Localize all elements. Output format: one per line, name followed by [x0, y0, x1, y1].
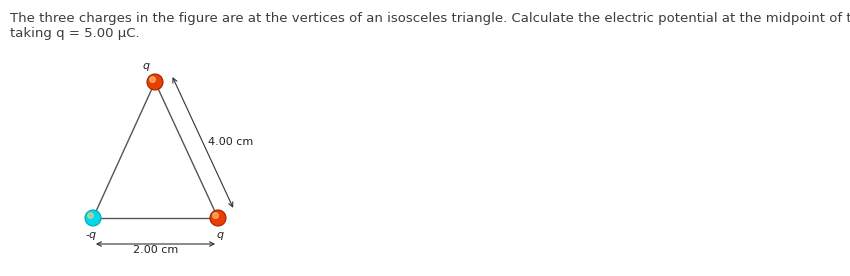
Text: The three charges in the figure are at the vertices of an isosceles triangle. Ca: The three charges in the figure are at t… [10, 12, 850, 25]
Circle shape [85, 210, 101, 226]
Circle shape [212, 213, 218, 218]
Text: 2.00 cm: 2.00 cm [133, 245, 178, 255]
Text: 4.00 cm: 4.00 cm [208, 137, 253, 147]
Text: -q: -q [86, 230, 97, 240]
Circle shape [210, 210, 226, 226]
Text: q: q [143, 61, 150, 71]
Text: q: q [217, 230, 224, 240]
Circle shape [88, 213, 94, 218]
Circle shape [147, 74, 163, 90]
Circle shape [150, 77, 156, 83]
Text: taking q = 5.00 μC.: taking q = 5.00 μC. [10, 27, 139, 40]
